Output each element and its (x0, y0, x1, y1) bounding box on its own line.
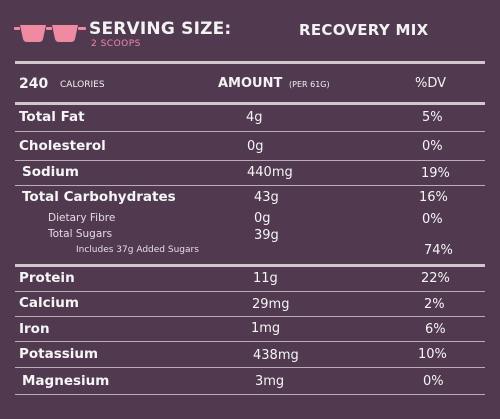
nutrient-amount: 11g (253, 271, 278, 286)
nutrient-amount: 4g (246, 110, 263, 125)
nutrient-name: Iron (19, 321, 50, 337)
nutrient-name: Cholesterol (19, 138, 106, 154)
nutrient-dv: 0% (422, 139, 443, 154)
nutrient-amount: 3mg (255, 374, 285, 389)
section-divider (15, 264, 485, 267)
nutrient-amount: 0g (254, 211, 271, 226)
nutrient-dv: 10% (418, 347, 447, 362)
nutrient-amount: 39g (254, 228, 279, 243)
nutrient-dv: 0% (422, 212, 443, 227)
top-divider (15, 61, 485, 64)
serving-size-title: SERVING SIZE: (89, 19, 232, 39)
nutrient-name: Calcium (19, 295, 79, 311)
nutrient-dv: 6% (425, 322, 446, 337)
nutrient-amount: 0g (247, 139, 264, 154)
nutrient-dv: 2% (424, 297, 445, 312)
nutrient-name: Potassium (19, 346, 99, 362)
nutrient-amount: 43g (254, 190, 279, 205)
nutrient-name: Sodium (22, 164, 79, 180)
row-divider (15, 131, 485, 132)
header-divider (15, 102, 485, 105)
product-name: RECOVERY MIX (299, 21, 429, 39)
dv-header: %DV (415, 76, 447, 91)
calories-value: 240 (19, 76, 49, 92)
nutrient-name: Magnesium (22, 373, 110, 389)
row-divider (15, 185, 485, 186)
nutrient-subname: Dietary Fibre (48, 212, 116, 224)
amount-subheader: (PER 61G) (289, 80, 330, 89)
column-header-row: 240 CALORIES AMOUNT (PER 61G) %DV (0, 76, 500, 96)
nutrient-dv: 22% (421, 271, 450, 286)
nutrient-amount: 29mg (252, 297, 290, 312)
calories-label: CALORIES (60, 80, 105, 90)
nutrient-name: Total Fat (19, 109, 85, 125)
nutrient-dv: 74% (424, 243, 453, 258)
row-divider (15, 341, 485, 342)
nutrient-dv: 16% (419, 190, 448, 205)
nutrient-amount: 440mg (247, 165, 293, 180)
row-divider (15, 160, 485, 161)
row-divider (15, 291, 485, 292)
nutrient-subname: Total Sugars (48, 228, 113, 240)
amount-header: AMOUNT (218, 76, 283, 91)
nutrient-name: Total Carbohydrates (22, 189, 176, 205)
nutrient-subname: Includes 37g Added Sugars (76, 245, 199, 255)
row-divider (15, 394, 485, 395)
nutrient-dv: 5% (422, 110, 443, 125)
nutrient-dv: 19% (421, 166, 450, 181)
nutrient-dv: 0% (423, 374, 444, 389)
row-divider (15, 367, 485, 368)
serving-size-amount: 2 SCOOPS (91, 39, 141, 49)
scoop-icon (14, 25, 86, 42)
nutrient-name: Protein (19, 270, 75, 286)
row-divider (15, 316, 485, 317)
nutrient-amount: 1mg (251, 321, 281, 336)
nutrient-amount: 438mg (253, 348, 299, 363)
